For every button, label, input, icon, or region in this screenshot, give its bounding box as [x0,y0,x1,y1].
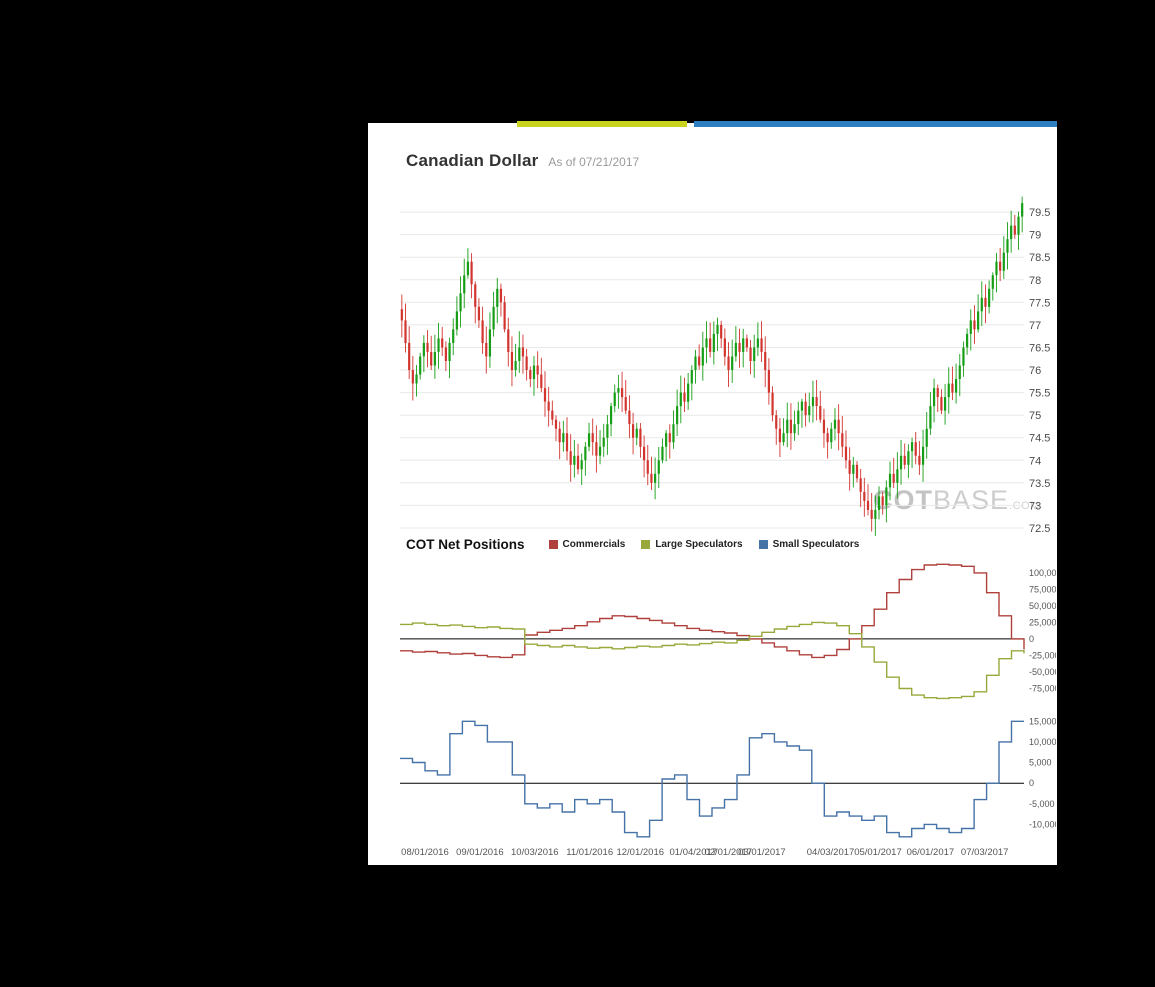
x-axis-label: 09/01/2016 [456,847,504,858]
watermark-com: .COM [1009,500,1040,512]
svg-text:10,000: 10,000 [1029,737,1056,747]
svg-text:0: 0 [1029,634,1034,644]
x-axis-label: 04/03/2017 [806,847,855,858]
svg-text:-75,000: -75,000 [1029,684,1056,694]
x-axis-label: 03/01/2017 [738,847,786,858]
x-axis-label: 02/01/2017 [704,847,752,858]
chart-header: Canadian Dollar As of 07/21/2017 [406,151,639,171]
svg-text:-25,000: -25,000 [1029,650,1056,660]
svg-text:74: 74 [1029,455,1041,467]
watermark: COTBASE.COM [873,485,1040,516]
legend-swatch-commercials [548,540,558,549]
svg-text:78.5: 78.5 [1029,252,1050,264]
svg-text:75,000: 75,000 [1029,584,1056,594]
svg-text:-10,000: -10,000 [1029,819,1056,829]
cot-net-positions-chart: 100,000 75,000 50,000 25,000 0 -25,000 -50,000… [400,563,1056,700]
small-speculators-chart: 15,000 10,000 5,000 0 -5,000 -10,000 [400,716,1056,838]
chart-legend: Commercials Large Speculators Small Specul… [548,539,860,550]
cot-section-title: COT Net Positions [406,537,525,552]
as-of-date: As of 07/21/2017 [548,155,640,169]
cot-main-chart-y-labels: 100,000 75,000 50,000 25,000 0 -25,000 -50,000… [1029,568,1056,694]
x-axis-labels: 08/01/2016 09/01/2016 10/03/2016 11/01/2016… [400,847,1024,861]
legend-item-large-speculators[interactable]: Large Speculators [641,539,743,550]
svg-text:79.5: 79.5 [1029,207,1050,219]
x-axis-label: 05/01/2017 [854,847,902,858]
svg-text:76.5: 76.5 [1029,343,1050,355]
svg-text:0: 0 [1029,778,1034,788]
x-axis-label: 01/04/2017 [669,847,718,858]
legend-item-small-speculators[interactable]: Small Speculators [758,539,860,550]
price-gridlines [400,211,1024,529]
svg-text:-50,000: -50,000 [1029,667,1056,677]
svg-text:74.5: 74.5 [1029,433,1050,445]
page-title: Canadian Dollar [406,151,539,170]
svg-text:75.5: 75.5 [1029,388,1050,400]
legend-label: Small Speculators [772,539,860,550]
svg-text:73: 73 [1029,500,1041,512]
svg-text:76: 76 [1029,365,1041,377]
x-axis-label: 06/01/2017 [906,847,955,858]
x-axis-label: 12/01/2016 [616,847,665,858]
svg-text:77.5: 77.5 [1029,297,1050,309]
x-axis-label: 10/03/2016 [511,847,559,858]
chart-panel: Canadian Dollar As of 07/21/2017 COTBASE… [368,123,1057,865]
accent-bar-blue [694,121,1057,127]
legend-item-commercials[interactable]: Commercials [548,539,626,550]
svg-text:50,000: 50,000 [1029,601,1056,611]
small-speculators-line [400,720,1024,838]
x-axis-label: 11/01/2016 [566,847,614,858]
svg-text:75: 75 [1029,410,1041,422]
accent-bar-yellow [517,121,687,127]
watermark-base: BASE [933,485,1010,515]
price-y-axis-labels: 79.5 79 78.5 78 77.5 77 76.5 76 75.5 75 74.5 74 73.5… [1029,207,1050,535]
svg-text:100,000: 100,000 [1029,568,1056,578]
legend-label: Large Speculators [655,539,743,550]
legend-swatch-small-speculators [758,540,768,549]
large-speculators-line [400,621,1025,700]
candles [400,196,1024,536]
cot-section-header: COT Net Positions Commercials Large Specu… [406,537,859,552]
svg-text:5,000: 5,000 [1029,758,1052,768]
x-axis-label: 08/01/2016 [401,847,449,858]
svg-text:77: 77 [1029,320,1041,332]
svg-text:79: 79 [1029,230,1041,242]
svg-text:78: 78 [1029,275,1041,287]
svg-text:15,000: 15,000 [1029,716,1056,726]
commercials-line [400,563,1025,659]
svg-text:-5,000: -5,000 [1029,799,1055,809]
svg-text:73.5: 73.5 [1029,478,1050,490]
x-axis-label: 07/03/2017 [960,847,1009,858]
svg-text:72.5: 72.5 [1029,523,1050,535]
legend-label: Commercials [562,539,626,550]
legend-swatch-large-speculators [641,540,651,549]
svg-text:25,000: 25,000 [1029,617,1056,627]
cot-small-chart-y-labels: 15,000 10,000 5,000 0 -5,000 -10,000 [1029,716,1056,829]
price-candlestick-chart: 79.5 79 78.5 78 77.5 77 76.5 76 75.5 75 74.5 74 73.5… [400,196,1050,536]
